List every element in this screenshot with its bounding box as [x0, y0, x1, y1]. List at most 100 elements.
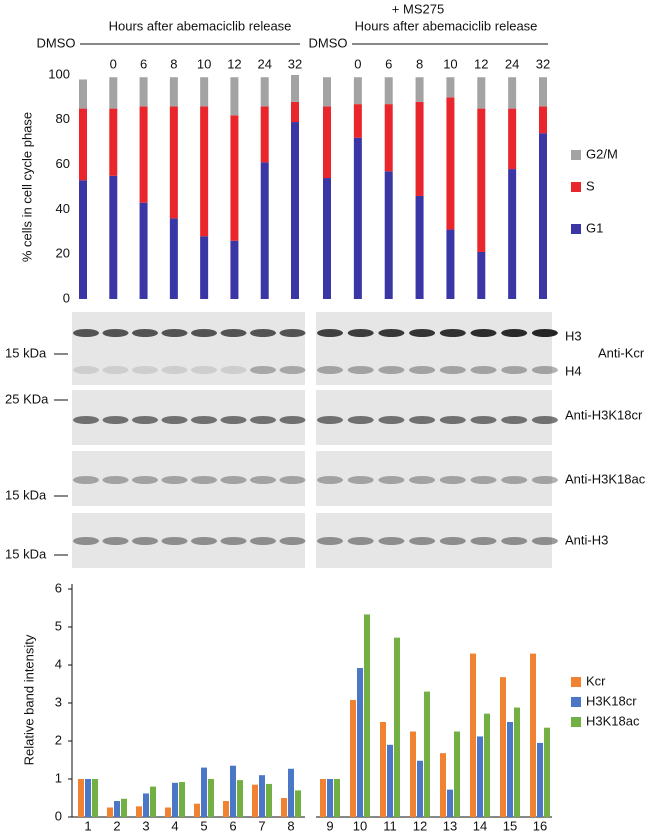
x-tick-label: 16: [533, 818, 547, 833]
band-label: H4: [565, 363, 582, 378]
bar: [230, 765, 236, 817]
x-tick-label: 5: [200, 818, 207, 833]
blot-band: [102, 476, 129, 484]
bar-segment: [230, 240, 239, 299]
x-tick-label: 8: [287, 818, 294, 833]
bar-segment: [323, 77, 331, 107]
blot-band: [279, 416, 306, 424]
blot-band: [347, 329, 374, 337]
y-tick-label: 80: [56, 111, 70, 126]
bar-segment: [477, 77, 486, 109]
x-tick-label: 32: [536, 56, 550, 71]
bar-segment: [169, 77, 178, 107]
x-tick-label: 6: [229, 818, 236, 833]
bar-segment: [446, 229, 455, 299]
blot-band: [501, 329, 528, 337]
x-tick-label: 10: [353, 818, 367, 833]
blot-band: [531, 366, 558, 374]
bar: [281, 798, 287, 817]
bar-segment: [446, 77, 455, 98]
blot-panel: [316, 312, 552, 385]
x-tick-label: 9: [326, 818, 333, 833]
bar-segment: [200, 236, 209, 299]
bar: [417, 760, 423, 817]
bar: [107, 807, 113, 817]
bar-segment: [109, 108, 118, 176]
blot-band: [470, 476, 497, 484]
x-tick-label: 7: [258, 818, 265, 833]
bar: [136, 806, 142, 817]
bar: [295, 790, 301, 817]
antibody-label: Anti-Kcr: [598, 345, 645, 360]
antibody-label: Anti-H3: [565, 532, 608, 547]
blot-band: [161, 416, 188, 424]
blot-band: [409, 537, 436, 545]
blot-band: [531, 476, 558, 484]
bar: [92, 779, 98, 817]
blot-band: [161, 329, 188, 337]
blot-band: [317, 537, 343, 545]
bar: [237, 780, 243, 817]
blot-band: [191, 476, 217, 484]
blot-band: [470, 416, 497, 424]
bar: [78, 779, 84, 817]
blot-band: [102, 366, 129, 374]
blot-band: [220, 537, 247, 545]
x-tick-label: 2: [113, 818, 120, 833]
x-tick-label: 4: [171, 818, 178, 833]
blot-band: [409, 476, 436, 484]
bar-segment: [384, 104, 393, 172]
blot-band: [279, 537, 306, 545]
bar: [544, 727, 550, 817]
blot-band: [220, 476, 247, 484]
marker-label: 15 kDa: [5, 546, 47, 561]
x-tick-label: 11: [383, 818, 397, 833]
blot-band: [73, 476, 99, 484]
blot-band: [439, 416, 466, 424]
blot-band: [161, 366, 188, 374]
blot-panel: [72, 513, 305, 568]
bar: [537, 742, 543, 817]
blot-band: [132, 476, 158, 484]
blot-band: [317, 366, 343, 374]
blot-band: [347, 476, 374, 484]
bar: [334, 779, 340, 817]
x-tick-label: 32: [288, 56, 302, 71]
bar-segment: [139, 202, 148, 299]
blot-band: [439, 537, 466, 545]
blot-band: [279, 329, 306, 337]
blot-band: [220, 329, 247, 337]
bar-segment: [323, 106, 331, 179]
legend-label: G2/M: [586, 146, 618, 161]
bar-segment: [200, 106, 209, 237]
bar: [514, 707, 520, 817]
y-tick-label: 4: [55, 656, 62, 671]
bar-segment: [200, 77, 209, 107]
bar-segment: [109, 77, 118, 109]
bar-segment: [353, 104, 362, 138]
blot-band: [347, 366, 374, 374]
blot-band: [378, 329, 405, 337]
bar: [387, 744, 393, 817]
x-tick-label: 8: [416, 56, 423, 71]
blot-band: [73, 537, 99, 545]
bar-segment: [291, 101, 299, 123]
bar-segment: [139, 77, 148, 107]
bar: [208, 779, 214, 817]
legend-swatch: [571, 697, 581, 707]
bar-segment: [79, 108, 87, 181]
bar: [252, 784, 258, 817]
x-tick-label: DMSO: [37, 35, 76, 50]
bar-segment: [508, 77, 517, 109]
blot-band: [470, 329, 497, 337]
legend-label: Kcr: [586, 673, 606, 688]
bar: [143, 793, 149, 817]
blot-band: [279, 476, 306, 484]
bar-segment: [415, 195, 424, 299]
bar-segment: [415, 101, 424, 196]
blot-band: [191, 329, 217, 337]
blot-band: [501, 416, 528, 424]
band-label: H3: [565, 328, 582, 343]
x-tick-label: 0: [110, 56, 117, 71]
y-axis-title: Relative band intensity: [21, 634, 36, 765]
